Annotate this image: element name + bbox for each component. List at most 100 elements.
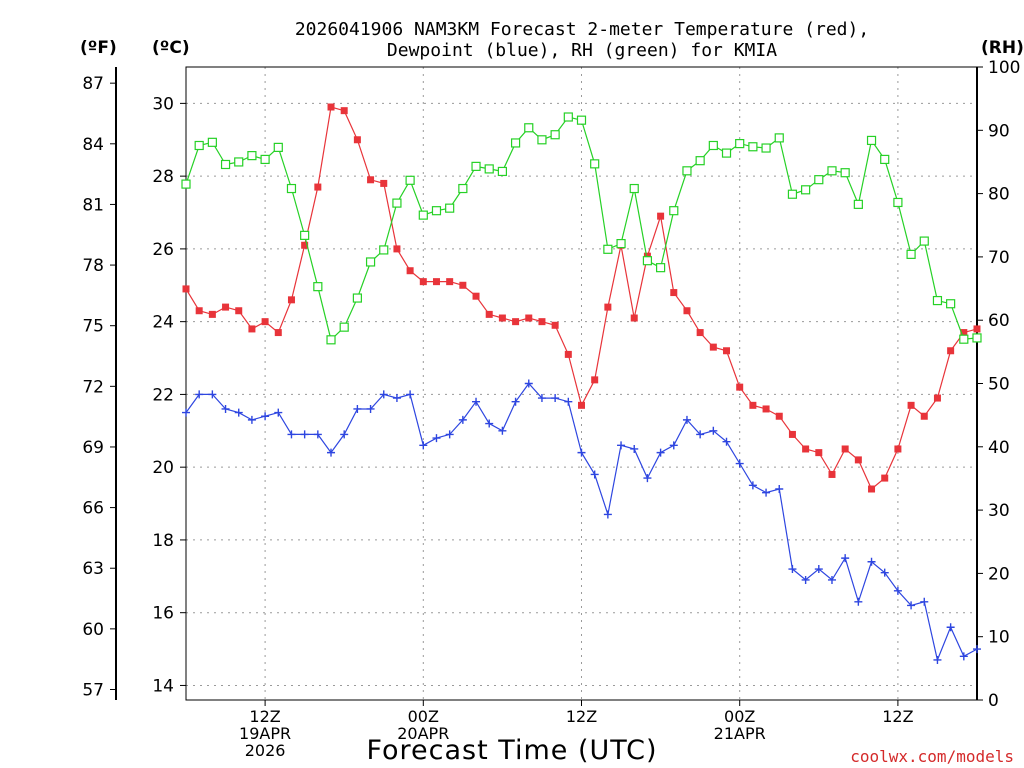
2-meter-temperature-point (538, 318, 546, 326)
dewpoint-point (669, 441, 678, 450)
2-meter-temperature-point (287, 296, 295, 304)
2-meter-temperature-point (367, 176, 375, 184)
dewpoint-point (274, 408, 283, 417)
dewpoint-point (735, 459, 744, 468)
dewpoint-point (973, 645, 981, 654)
rh-point (629, 183, 639, 194)
rh-point (946, 299, 956, 309)
dewpoint-point (880, 568, 889, 577)
celsius-tick-label: 18 (152, 531, 174, 551)
2-meter-temperature-point (301, 241, 309, 249)
rh-point (616, 239, 626, 249)
rh-point (484, 164, 494, 174)
rh-point (194, 140, 204, 151)
dewpoint-point (340, 430, 349, 439)
x-tick-label: 12Z (882, 707, 913, 726)
rh-tick-label: 10 (988, 628, 1010, 648)
2-meter-temperature-point (432, 278, 440, 286)
dewpoint-point (498, 426, 507, 435)
series-layer (181, 103, 982, 664)
celsius-tick-label: 16 (152, 604, 174, 624)
x-tick-label: 19APR (239, 724, 291, 743)
dewpoint-point (696, 430, 705, 439)
rh-point (313, 282, 323, 292)
2-meter-temperature-point (222, 303, 230, 311)
2-meter-temperature-point (327, 103, 335, 111)
2-meter-temperature-point (485, 310, 493, 318)
rh-point (576, 115, 587, 125)
dewpoint-point (722, 437, 731, 446)
dewpoint-point (933, 655, 942, 664)
2-meter-temperature-point (815, 449, 823, 457)
rh-point (273, 142, 283, 152)
fahrenheit-tick-label: 60 (82, 620, 104, 640)
dewpoint-point (590, 470, 599, 479)
dewpoint-point (762, 488, 771, 497)
2-meter-temperature-point (657, 212, 665, 220)
2-meter-temperature-point (525, 314, 533, 322)
2-meter-temperature-point (248, 325, 256, 333)
2-meter-temperature-point (564, 350, 572, 358)
rh-point (458, 183, 468, 194)
rh-point (260, 154, 270, 165)
fahrenheit-axis-unit: (ºF) (80, 38, 117, 58)
2-meter-temperature-point (578, 401, 585, 409)
dewpoint-point (511, 397, 520, 406)
rh-point (959, 334, 969, 344)
fahrenheit-tick-label: 84 (82, 135, 104, 155)
rh-point (497, 166, 507, 177)
rh-point (379, 245, 389, 255)
celsius-tick-label: 24 (152, 313, 174, 333)
dewpoint-point (353, 404, 362, 413)
rh-point (339, 322, 349, 332)
2-meter-temperature-point (775, 412, 783, 420)
2-meter-temperature-point (353, 136, 361, 144)
rh-point (220, 159, 231, 170)
2-meter-temperature-point (459, 281, 467, 289)
2-meter-temperature-point (894, 445, 902, 453)
rh-point (326, 335, 336, 345)
dewpoint-point (867, 557, 876, 566)
rh-point (695, 156, 705, 166)
dewpoint-point (775, 485, 784, 493)
rh-point (642, 256, 653, 266)
2-meter-temperature-point (749, 401, 757, 409)
dewpoint-point (656, 448, 665, 457)
2-meter-temperature-point (274, 329, 282, 337)
2-meter-temperature-point (960, 329, 968, 337)
rh-point (853, 199, 863, 209)
2-meter-temperature-point (683, 307, 691, 315)
rh-point (365, 257, 376, 267)
rh-tick-label: 90 (988, 121, 1010, 141)
2-meter-temperature-point (182, 285, 190, 293)
rh-point (972, 333, 982, 343)
rh-point (708, 140, 718, 151)
rh-point (880, 154, 890, 165)
rh-point (906, 249, 916, 259)
x-tick-label: 12Z (249, 707, 280, 726)
rh-point (352, 293, 362, 303)
2-meter-temperature-point (881, 474, 889, 482)
dewpoint-point (854, 597, 863, 606)
rh-point (814, 175, 824, 185)
axes: 57 60 63 66 69 72 75 78 81 84 87 14 16 18 20 22 24 26 28 30… (82, 58, 1020, 760)
dewpoint-point (524, 379, 533, 388)
2-meter-temperature-point (709, 343, 717, 351)
2-meter-temperature-point (788, 430, 796, 438)
x-axis-title: Forecast Time (UTC) (366, 735, 657, 766)
rh-point (418, 210, 428, 220)
fahrenheit-tick-label: 66 (82, 499, 104, 519)
dewpoint-point (472, 397, 481, 406)
2-meter-temperature-point (630, 314, 638, 322)
celsius-tick-label: 22 (152, 385, 174, 405)
2-meter-temperature-point (551, 321, 559, 329)
2-meter-temperature-point (393, 245, 401, 253)
dewpoint-point (603, 510, 612, 519)
x-tick-label: 00Z (408, 707, 439, 726)
rh-tick-label: 0 (988, 691, 999, 711)
dewpoint-point (643, 474, 652, 483)
dewpoint-point (406, 390, 415, 399)
fahrenheit-tick-label: 57 (82, 680, 104, 700)
2-meter-temperature-point (406, 267, 414, 275)
